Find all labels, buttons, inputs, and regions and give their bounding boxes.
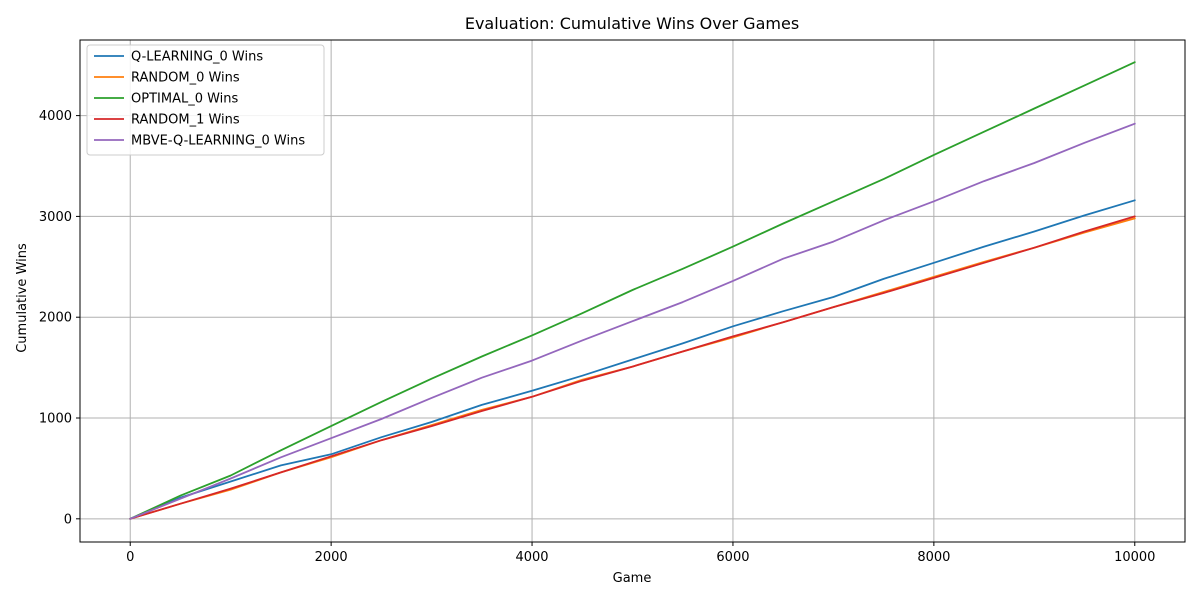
y-tick-label: 3000: [39, 210, 72, 225]
x-tick-label: 10000: [1114, 550, 1155, 565]
y-tick-label: 0: [64, 512, 72, 527]
legend-label: OPTIMAL_0 Wins: [131, 92, 239, 107]
x-tick-label: 2000: [315, 550, 348, 565]
legend-box: [86, 44, 325, 156]
axis-ticks: 0 2000 4000 6000 8000 10000 0 1000 2000 3000 4000: [39, 109, 1156, 565]
chart-title: Evaluation: Cumulative Wins Over Games: [465, 14, 799, 33]
series-lines: [129, 61, 1136, 520]
series-line-3: [129, 215, 1136, 520]
y-tick-label: 2000: [39, 311, 72, 326]
y-axis-label: Cumulative Wins: [15, 243, 30, 353]
x-tick-label: 8000: [917, 550, 950, 565]
legend-label: Q-LEARNING_0 Wins: [131, 50, 263, 65]
y-tick-label: 4000: [39, 109, 72, 124]
x-tick-label: 6000: [716, 550, 749, 565]
series-line-4: [129, 122, 1136, 520]
x-tick-label: 4000: [515, 550, 548, 565]
x-axis-label: Game: [613, 571, 652, 586]
y-tick-label: 1000: [39, 412, 72, 427]
series-line-0: [129, 199, 1136, 520]
x-tick-label: 0: [126, 550, 134, 565]
legend-label: RANDOM_0 Wins: [131, 71, 240, 86]
legend: Q-LEARNING_0 Wins RANDOM_0 Wins OPTIMAL_0 …: [86, 44, 325, 156]
plot-frame: [79, 39, 1186, 543]
legend-label: MBVE-Q-LEARNING_0 Wins: [131, 134, 305, 149]
series-line-2: [129, 61, 1136, 520]
legend-label: RANDOM_1 Wins: [131, 113, 240, 128]
